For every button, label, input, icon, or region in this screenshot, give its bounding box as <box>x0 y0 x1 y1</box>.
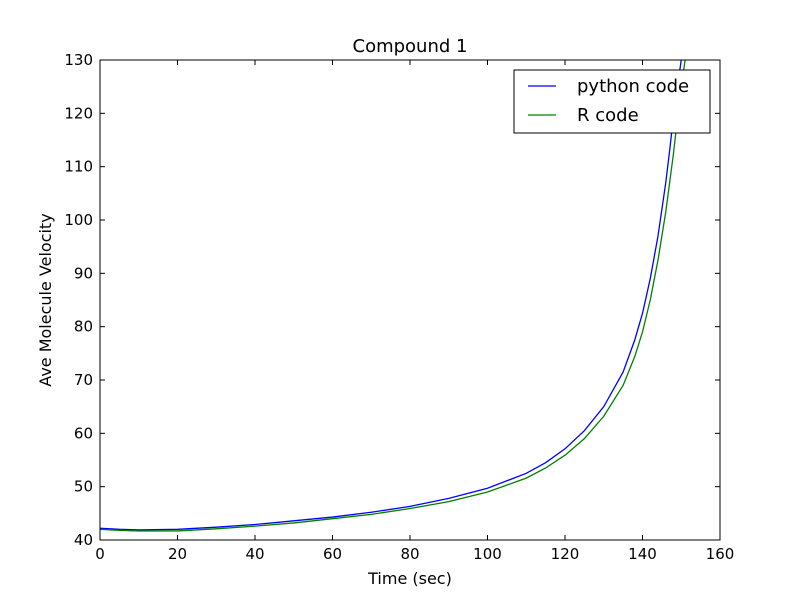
y-tick-label: 40 <box>74 531 93 549</box>
x-axis-title: Time (sec) <box>367 569 452 588</box>
legend: python code R code <box>513 69 711 134</box>
legend-label-python-code: python code <box>577 76 689 97</box>
series-line-python-code <box>100 60 682 531</box>
legend-label-r-code: R code <box>577 105 639 126</box>
x-tick-label: 80 <box>400 545 419 563</box>
y-tick-label: 70 <box>74 371 93 389</box>
y-tick-label: 80 <box>74 318 93 336</box>
x-tick-label: 120 <box>551 545 580 563</box>
x-tick-label: 160 <box>706 545 735 563</box>
x-tick-label: 20 <box>168 545 187 563</box>
axis-ticks: 0 20 40 60 80 100 120 140 160 40 50 60 70 80 90 100 110 1… <box>64 51 734 563</box>
plot-frame <box>99 59 721 541</box>
y-tick-label: 50 <box>74 478 93 496</box>
x-tick-label: 0 <box>95 545 105 563</box>
x-tick-label: 40 <box>245 545 264 563</box>
y-axis-title: Ave Molecule Velocity <box>36 213 55 386</box>
y-tick-label: 110 <box>64 158 93 176</box>
series-line-r-code <box>100 60 686 532</box>
y-tick-label: 130 <box>64 51 93 69</box>
legend-box <box>513 69 711 134</box>
y-tick-label: 90 <box>74 264 93 282</box>
y-tick-label: 100 <box>64 211 93 229</box>
x-tick-label: 140 <box>628 545 657 563</box>
chart-title: Compound 1 <box>353 36 468 57</box>
x-tick-label: 60 <box>323 545 342 563</box>
y-tick-label: 120 <box>64 104 93 122</box>
x-tick-label: 100 <box>473 545 502 563</box>
series-layer <box>100 60 686 532</box>
y-tick-label: 60 <box>74 424 93 442</box>
